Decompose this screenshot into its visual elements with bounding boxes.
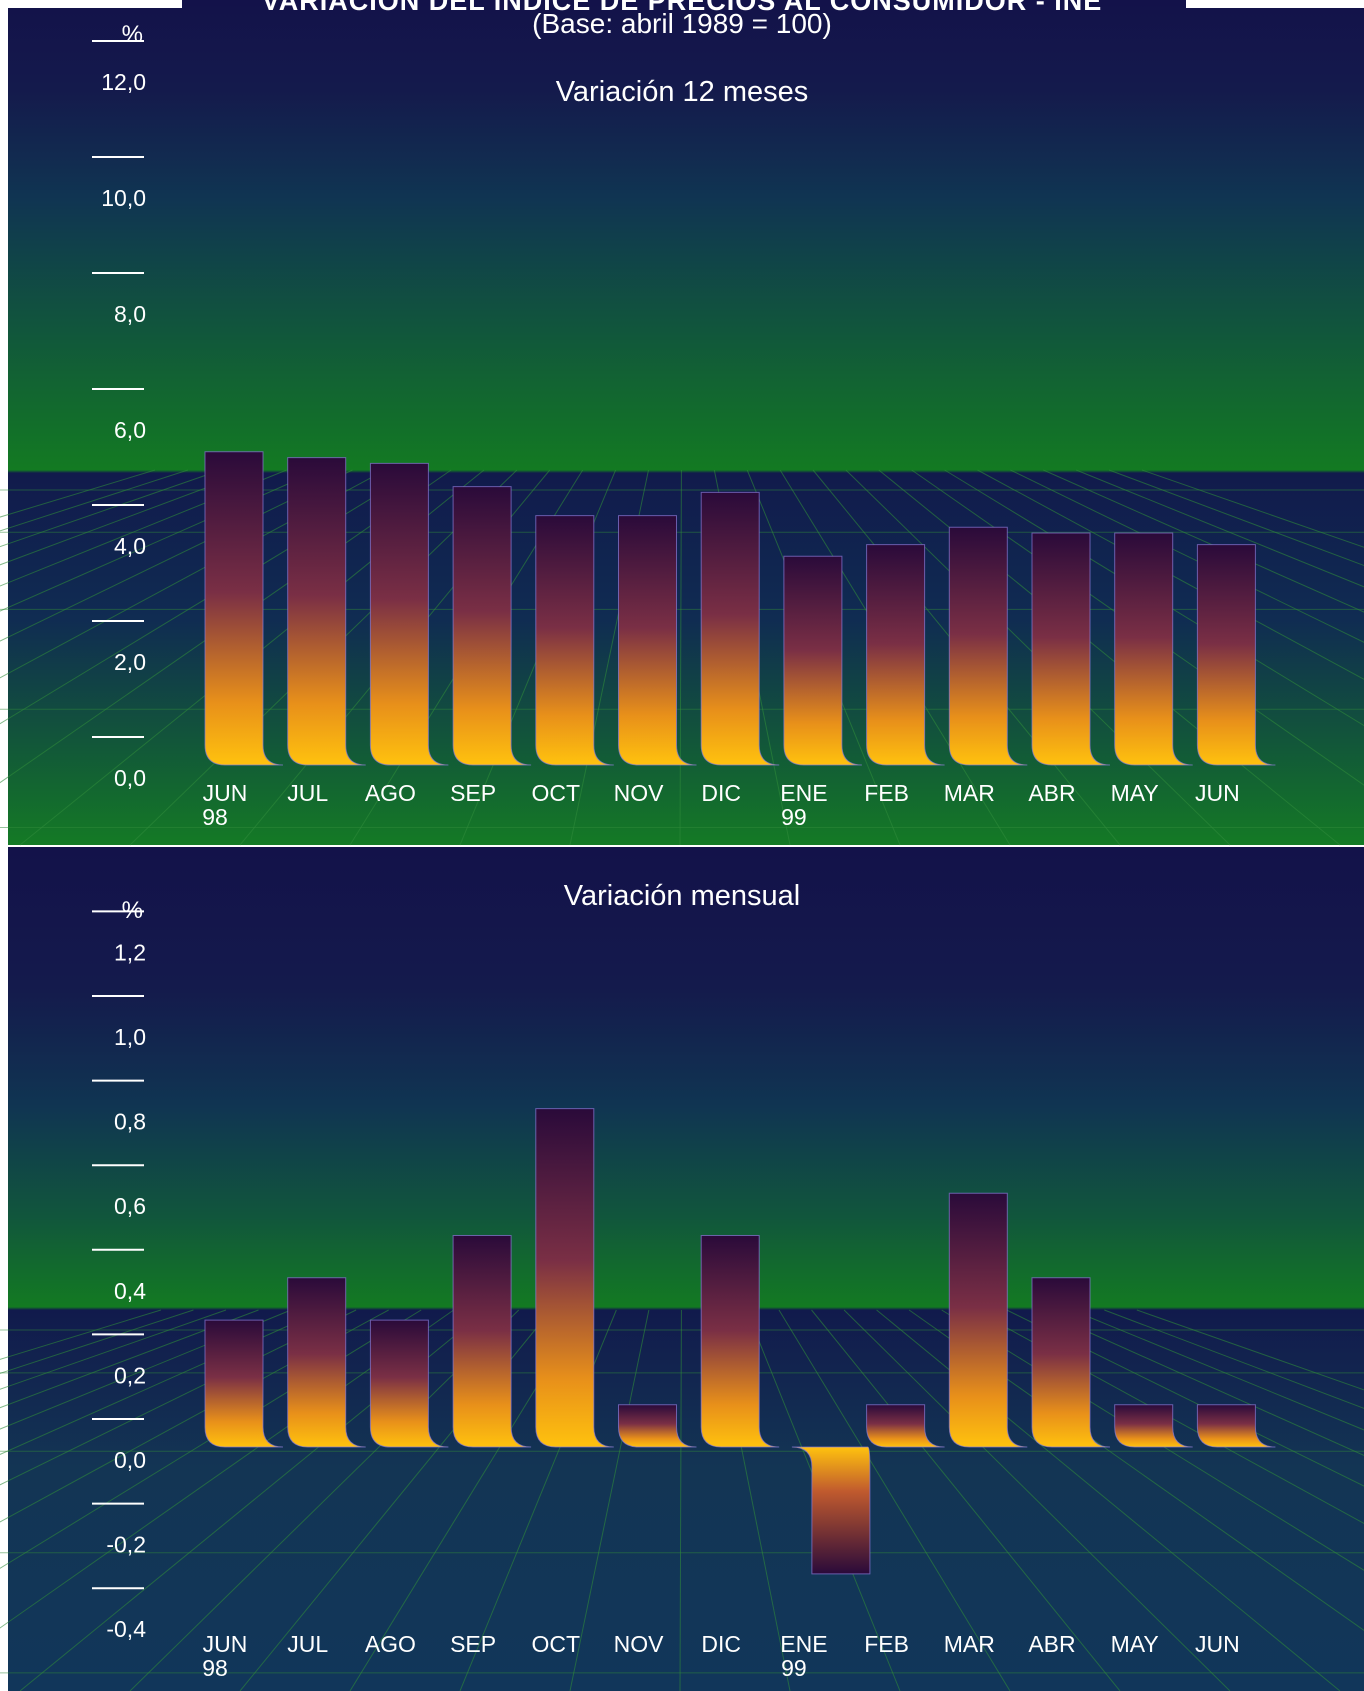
chart-bar [1197, 545, 1275, 765]
chart-bar [949, 1193, 1027, 1447]
chart-bar [536, 1109, 614, 1447]
x-category-label: ENE 99 [780, 1631, 827, 1681]
y-tick-label: 0,0 [114, 765, 146, 791]
y-tick-label: 2,0 [114, 649, 146, 675]
chart-bar [453, 487, 531, 765]
y-tick-label: 0,0 [114, 1447, 146, 1473]
chart-bar [536, 516, 614, 765]
y-tick-label: 0,8 [114, 1109, 146, 1135]
x-category-label: MAY [1111, 1631, 1159, 1657]
x-category-label: AGO [365, 780, 416, 806]
y-tick-label: -0,2 [106, 1532, 146, 1558]
chart-bar [784, 556, 862, 765]
x-category-label: MAR [944, 780, 995, 806]
y-tick-label: -0,4 [106, 1616, 146, 1642]
x-category-label: MAR [944, 1631, 995, 1657]
x-category-label: JUN 98 [202, 1631, 247, 1681]
y-tick-label: 12,0 [101, 69, 146, 95]
chart-bar [701, 492, 779, 765]
y-axis-unit-label: % [122, 21, 143, 48]
x-category-label: SEP [450, 1631, 496, 1657]
chart-bar [619, 1405, 697, 1447]
x-category-label: JUN 98 [202, 780, 247, 830]
x-category-label: JUL [287, 1631, 328, 1657]
y-tick-label: 10,0 [101, 185, 146, 211]
x-category-label: FEB [864, 780, 909, 806]
chart-bar [288, 1278, 366, 1447]
x-category-label: AGO [365, 1631, 416, 1657]
chart-bar [701, 1236, 779, 1448]
floor-grid-line [0, 470, 188, 845]
floor-grid-line [680, 1310, 681, 1691]
chart-bar [619, 516, 697, 765]
floor-grid-line [0, 470, 320, 845]
x-category-label: ABR [1028, 780, 1075, 806]
chart-bar [1115, 1405, 1193, 1447]
x-category-label: ENE 99 [780, 780, 827, 830]
y-tick-label: 1,2 [114, 939, 146, 965]
y-tick-label: 1,0 [114, 1024, 146, 1050]
y-tick-label: 6,0 [114, 417, 146, 443]
x-category-label: JUN [1195, 780, 1240, 806]
x-category-label: DIC [701, 780, 741, 806]
y-tick-label: 8,0 [114, 301, 146, 327]
floor-grid-line [0, 1310, 193, 1691]
chart-bar [792, 1447, 870, 1574]
x-category-label: SEP [450, 780, 496, 806]
chart-bar [288, 458, 366, 765]
chart-bar [949, 527, 1027, 765]
chart-bar [867, 1405, 945, 1447]
chart-bar [1115, 533, 1193, 765]
y-tick-label: 0,2 [114, 1362, 146, 1388]
x-category-label: MAY [1111, 780, 1159, 806]
x-category-label: JUN [1195, 1631, 1240, 1657]
x-category-label: FEB [864, 1631, 909, 1657]
y-tick-label: 4,0 [114, 533, 146, 559]
chart-bar [1032, 1278, 1110, 1447]
floor-grid-line [680, 470, 681, 845]
chart-bar [205, 1320, 283, 1447]
y-tick-label: 0,6 [114, 1193, 146, 1219]
x-category-label: OCT [532, 1631, 581, 1657]
chart-bar [370, 1320, 448, 1447]
chart-bar [205, 452, 283, 765]
x-category-label: DIC [701, 1631, 741, 1657]
floor-grid-line [0, 1310, 324, 1691]
chart-bar [867, 545, 945, 765]
x-category-label: NOV [614, 780, 665, 806]
x-category-label: ABR [1028, 1631, 1075, 1657]
x-category-label: OCT [532, 780, 581, 806]
y-tick-label: 0,4 [114, 1278, 146, 1304]
x-category-label: NOV [614, 1631, 665, 1657]
x-category-label: JUL [287, 780, 328, 806]
